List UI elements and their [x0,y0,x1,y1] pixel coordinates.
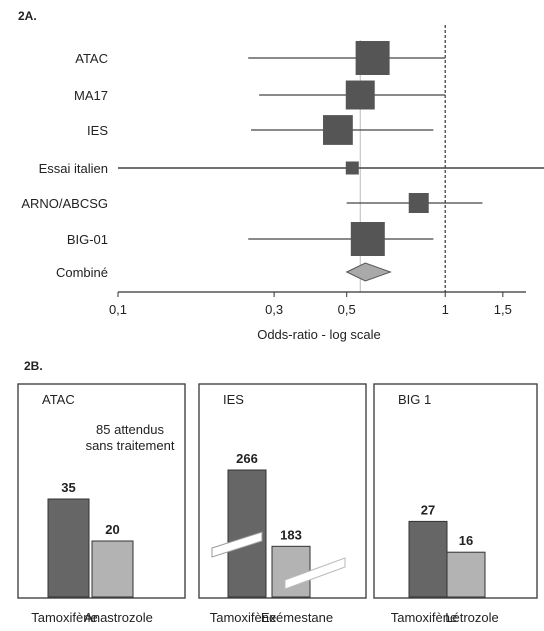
row-label: Essai italien [39,161,108,176]
category-label: Tamoxifène [210,610,276,625]
estimate-square [345,80,375,110]
bar-panel-title: ATAC [42,392,75,407]
row-label: IES [87,123,108,138]
x-tick-label: 0,3 [265,302,283,317]
bar-value-label: 20 [105,522,119,537]
bar-panel-frame [198,383,367,599]
category-label: Tamoxifène [391,610,457,625]
estimate-square [323,115,353,145]
category-label: Tamoxifène [31,610,97,625]
bar [408,520,448,598]
bar-value-label: 35 [61,480,75,495]
bar [446,551,486,598]
x-tick-label: 1 [442,302,449,317]
combined-label: Combiné [56,265,108,280]
bar-value-label: 183 [280,527,302,542]
bar-value-label: 16 [459,533,473,548]
bar-value-label: 27 [421,502,435,517]
panel-label-2a: 2A. [18,9,37,23]
forest-plot: ATAC MA17 IES Essai italien ARNO/ABCSG BIG-01… [21,25,544,317]
estimate-square [350,222,385,256]
category-label: Exémestane [261,610,333,625]
axis-break-mark [284,557,346,590]
bar [47,498,90,598]
bar [91,540,134,598]
row-label: BIG-01 [67,232,108,247]
bar-panel-frame [373,383,538,599]
estimate-square [355,41,390,75]
bar-panel-title: IES [223,392,244,407]
bar-panel-frame [17,383,186,599]
annotation-line-2: sans traitement [86,438,175,453]
bar-value-label: 266 [236,451,258,466]
row-label: ATAC [75,51,108,66]
x-tick-label: 0,1 [109,302,127,317]
category-label: Anastrozole [84,610,153,625]
category-label: Létrozole [445,610,498,625]
estimate-square [345,161,359,175]
bar [271,545,311,598]
bar-panel-title: BIG 1 [398,392,431,407]
row-label: MA17 [74,88,108,103]
row-label: ARNO/ABCSG [21,196,108,211]
axis-break-mark [211,531,263,558]
x-tick-label: 1,5 [494,302,512,317]
estimate-square [408,193,429,213]
forest-x-axis-label: Odds-ratio - log scale [257,327,381,342]
annotation-line-1: 85 attendus [96,422,164,437]
panel-label-2b: 2B. [24,359,43,373]
x-tick-label: 0,5 [338,302,356,317]
combined-diamond [345,262,392,282]
